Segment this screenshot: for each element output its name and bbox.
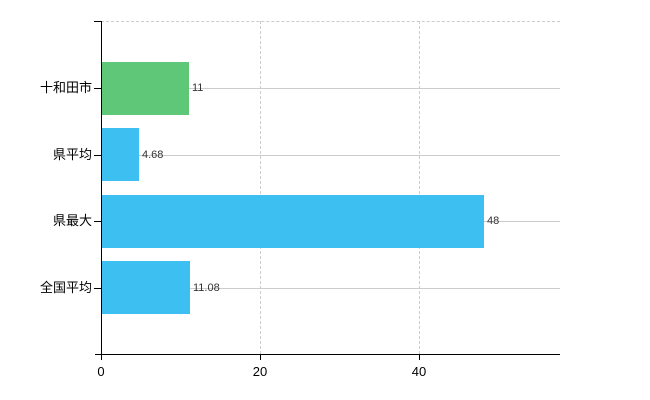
gridline-horizontal bbox=[102, 288, 560, 289]
bar bbox=[102, 195, 484, 248]
category-tick bbox=[94, 88, 101, 89]
bar bbox=[102, 128, 139, 181]
bar-value-label: 11 bbox=[192, 82, 204, 94]
category-label: 十和田市 bbox=[39, 80, 92, 95]
x-axis-tick bbox=[260, 354, 261, 360]
x-axis-line bbox=[95, 354, 560, 355]
category-label: 県平均 bbox=[52, 147, 92, 162]
category-tick bbox=[94, 155, 101, 156]
y-axis-line bbox=[101, 21, 102, 360]
gridline-horizontal bbox=[102, 155, 560, 156]
y-axis-top-tick bbox=[94, 21, 101, 22]
x-tick-label: 20 bbox=[252, 364, 268, 379]
gridline-vertical bbox=[260, 21, 261, 354]
x-tick-label: 40 bbox=[411, 364, 427, 379]
category-label: 全国平均 bbox=[39, 280, 92, 295]
gridline-horizontal bbox=[102, 88, 560, 89]
gridline-vertical bbox=[419, 21, 420, 354]
bar-value-label: 48 bbox=[487, 215, 500, 227]
bar bbox=[102, 62, 189, 115]
bar-value-label: 11.08 bbox=[193, 282, 220, 294]
x-axis-tick bbox=[101, 354, 102, 360]
bar-value-label: 4.68 bbox=[142, 149, 164, 161]
category-label: 県最大 bbox=[52, 213, 92, 228]
plot-top-border bbox=[101, 21, 560, 22]
category-tick bbox=[94, 221, 101, 222]
x-axis-tick bbox=[419, 354, 420, 360]
category-tick bbox=[94, 288, 101, 289]
x-tick-label: 0 bbox=[97, 364, 105, 379]
bar bbox=[102, 261, 190, 314]
